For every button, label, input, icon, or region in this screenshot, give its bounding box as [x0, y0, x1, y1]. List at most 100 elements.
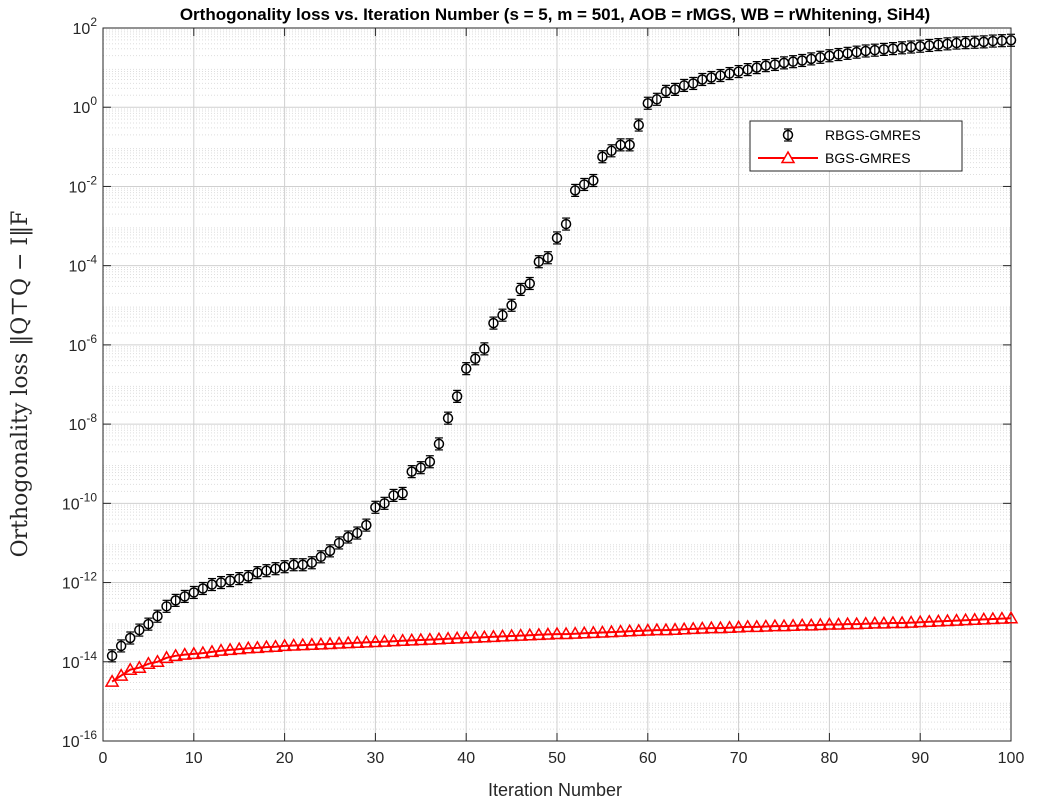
circle-marker: [442, 412, 454, 424]
data-point: [222, 642, 238, 656]
data-point: [143, 617, 154, 631]
circle-marker: [342, 531, 354, 543]
data-point: [776, 618, 792, 632]
circle-marker: [560, 218, 572, 230]
data-point: [159, 650, 174, 664]
data-point: [651, 92, 663, 106]
circle-marker: [633, 119, 644, 131]
data-point: [479, 342, 490, 356]
x-axis-label: Iteration Number: [488, 780, 622, 800]
chart-title: Orthogonality loss vs. Iteration Number …: [180, 5, 930, 24]
data-point: [876, 615, 892, 629]
data-point: [413, 632, 429, 646]
data-point: [161, 599, 172, 613]
data-point: [669, 82, 681, 96]
data-point: [406, 465, 417, 479]
data-point: [442, 411, 454, 425]
data-point: [822, 617, 837, 630]
series-line: [111, 617, 1012, 683]
data-point: [470, 352, 481, 366]
data-point: [849, 616, 864, 630]
circle-marker: [488, 317, 499, 329]
data-point: [368, 634, 383, 648]
data-point: [586, 625, 601, 639]
data-point: [622, 623, 637, 637]
data-point: [243, 570, 254, 584]
circle-marker: [515, 284, 526, 295]
circle-marker: [551, 232, 563, 244]
data-point: [921, 614, 937, 628]
data-point: [588, 173, 599, 188]
data-point: [322, 636, 338, 650]
y-tick-label: 10-2: [69, 173, 98, 196]
y-axis: 10-16 10-14 10-12 10-10 10-8 10-6 10-4 10-2 100 1…: [62, 15, 1011, 751]
data-point: [315, 550, 327, 564]
data-point: [813, 617, 828, 631]
circle-marker: [197, 583, 209, 594]
data-point: [252, 566, 263, 580]
data-point: [1003, 610, 1019, 624]
circle-marker: [179, 591, 190, 602]
data-point: [340, 635, 356, 649]
data-point: [976, 611, 992, 625]
circle-marker: [506, 300, 517, 311]
data-point: [787, 55, 799, 69]
circle-marker: [315, 551, 327, 563]
data-point: [767, 618, 783, 632]
circle-marker: [542, 252, 554, 263]
data-point: [704, 620, 719, 634]
data-point: [940, 613, 955, 627]
data-point: [170, 593, 181, 607]
y-tick-label: 102: [73, 15, 98, 38]
circle-marker: [524, 278, 536, 289]
data-point: [231, 641, 247, 655]
data-point: [722, 620, 737, 633]
data-point: [558, 626, 574, 640]
circle-marker: [188, 587, 200, 598]
circle-marker: [687, 78, 699, 89]
data-point: [569, 183, 581, 198]
circle-marker: [324, 545, 336, 557]
circle-marker: [642, 98, 654, 109]
data-point: [551, 231, 563, 245]
circle-marker: [415, 462, 427, 473]
circle-marker: [170, 595, 181, 606]
data-point: [449, 630, 465, 644]
circle-marker: [397, 488, 408, 499]
data-point: [240, 640, 256, 654]
x-tick-label: 50: [548, 750, 566, 767]
circle-marker: [161, 601, 172, 612]
data-point: [633, 118, 644, 132]
x-tick-label: 40: [457, 750, 475, 767]
data-point: [894, 615, 910, 629]
data-point: [540, 626, 556, 640]
data-point: [560, 217, 572, 231]
legend-label: RBGS-GMRES: [825, 127, 921, 143]
circle-marker: [578, 179, 590, 190]
data-point: [658, 622, 674, 636]
data-point: [542, 251, 554, 265]
data-point: [831, 617, 846, 630]
data-point: [567, 626, 583, 639]
circle-marker: [606, 145, 617, 157]
y-tick-label: 10-10: [62, 490, 97, 513]
data-point: [522, 627, 538, 641]
y-axis-label: Orthogonality loss ‖Q⊤Q − I‖F: [8, 211, 33, 558]
data-point: [440, 631, 456, 645]
data-point: [495, 628, 510, 642]
circle-marker: [451, 391, 463, 402]
y-tick-label: 10-14: [62, 649, 97, 672]
data-point: [213, 643, 229, 656]
data-point: [731, 619, 746, 633]
data-point: [415, 461, 427, 475]
legend-marker: [780, 150, 796, 164]
data-point: [604, 624, 619, 638]
data-point: [685, 621, 701, 635]
data-point: [858, 616, 874, 630]
data-point: [197, 581, 209, 596]
data-point: [295, 637, 311, 651]
data-point: [531, 627, 547, 641]
data-point: [422, 632, 438, 645]
data-point: [640, 622, 656, 636]
data-point: [606, 144, 617, 158]
